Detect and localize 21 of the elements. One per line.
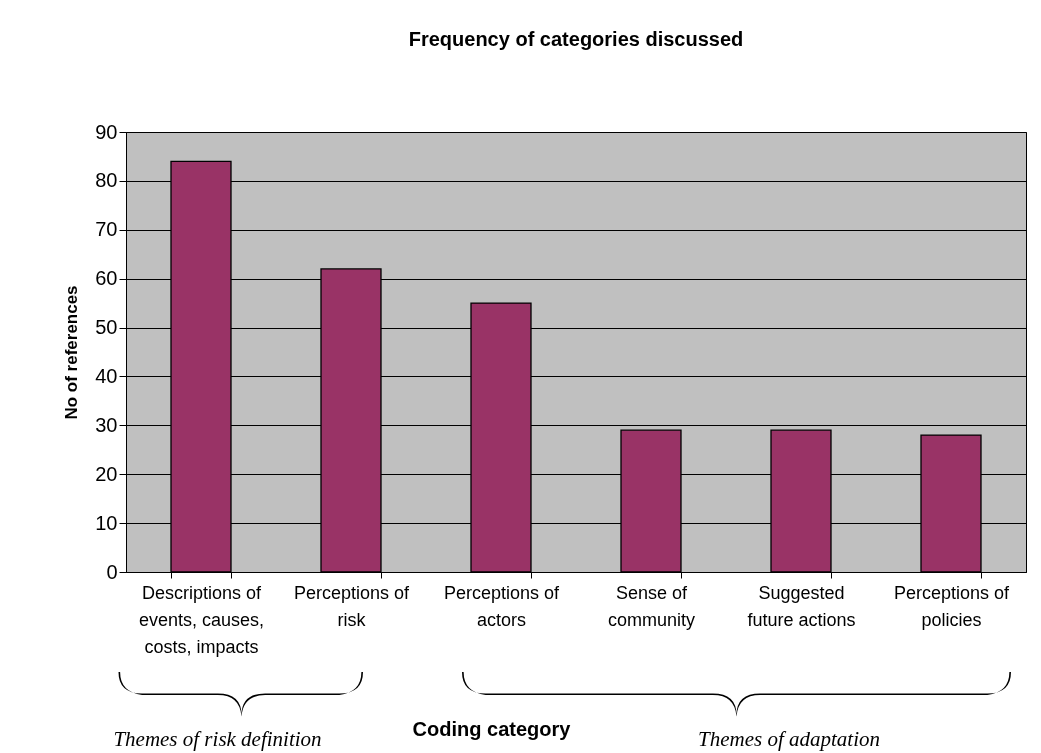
y-tick-label: 10	[95, 511, 118, 534]
x-tick-label: Suggested future actions	[747, 582, 856, 630]
y-tick-label: 20	[95, 462, 118, 485]
x-axis-title: Coding category	[412, 717, 572, 740]
x-tick-label: Perceptions of policies	[893, 582, 1011, 630]
text: Themes of risk definition	[113, 726, 322, 751]
y-tick-label: 40	[95, 364, 118, 387]
x-tick-label: Sense of community	[607, 582, 696, 630]
y-tick-label: 50	[95, 316, 118, 339]
x-tick-label: Perceptions of actors	[443, 582, 561, 630]
chart-title: Frequency of categories discussed	[408, 28, 744, 50]
text: Themes of adaptation	[698, 726, 880, 751]
y-tick-label: 60	[95, 267, 118, 290]
y-axis-title: No of references	[62, 285, 82, 420]
y-tick-label: 80	[95, 169, 118, 192]
y-tick-label: 70	[95, 218, 118, 241]
y-tick-label: 30	[95, 413, 118, 436]
x-tick-label: Descriptions of events, causes, costs, impacts	[138, 582, 265, 657]
x-tick-label: Perceptions of risk	[293, 582, 411, 630]
y-tick-label: 0	[106, 560, 118, 583]
y-tick-label: 90	[95, 120, 118, 143]
